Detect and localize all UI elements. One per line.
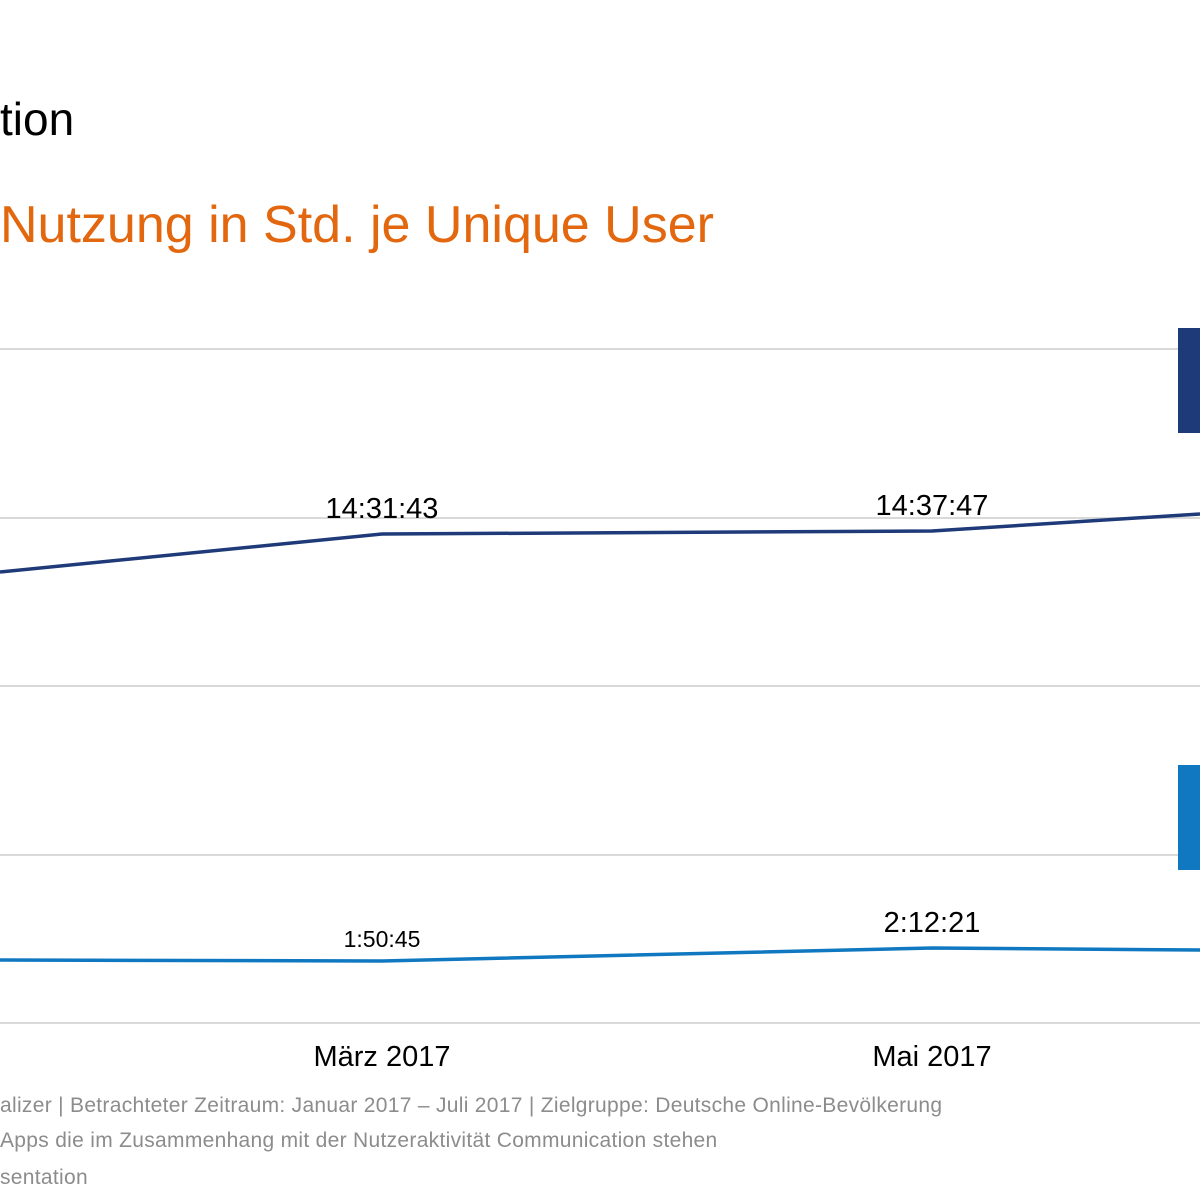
gridlines	[0, 348, 1200, 1024]
data-label-app-mai: 2:12:21	[884, 907, 981, 939]
series-line-app	[0, 946, 1200, 963]
x-tick-label: März 2017	[313, 1041, 450, 1073]
data-labels: 14:31:43 14:37:47 1:50:45 2:12:21	[326, 490, 989, 952]
presentation-note: sentation	[0, 1166, 88, 1189]
definition-note: Apps die im Zusammenhang mit der Nutzera…	[0, 1129, 718, 1152]
legend	[1178, 328, 1200, 870]
legend-swatch-app	[1178, 765, 1200, 870]
source-note: alizer | Betrachteter Zeitraum: Januar 2…	[0, 1094, 943, 1117]
chart-subtitle: Nutzung in Std. je Unique User	[0, 196, 714, 254]
data-label-total-maerz: 14:31:43	[326, 493, 439, 525]
series-line-total	[0, 512, 1200, 574]
series-lines	[0, 512, 1200, 963]
legend-swatch-total	[1178, 328, 1200, 433]
data-label-total-mai: 14:37:47	[876, 490, 989, 522]
data-label-app-maerz: 1:50:45	[344, 926, 421, 952]
chart-title: tion	[0, 93, 75, 145]
line-chart: 14:31:43 14:37:47 1:50:45 2:12:21 März 2017…	[0, 328, 1200, 1073]
x-axis-ticks: März 2017 Mai 2017	[313, 1041, 991, 1073]
x-tick-label: Mai 2017	[872, 1041, 991, 1073]
